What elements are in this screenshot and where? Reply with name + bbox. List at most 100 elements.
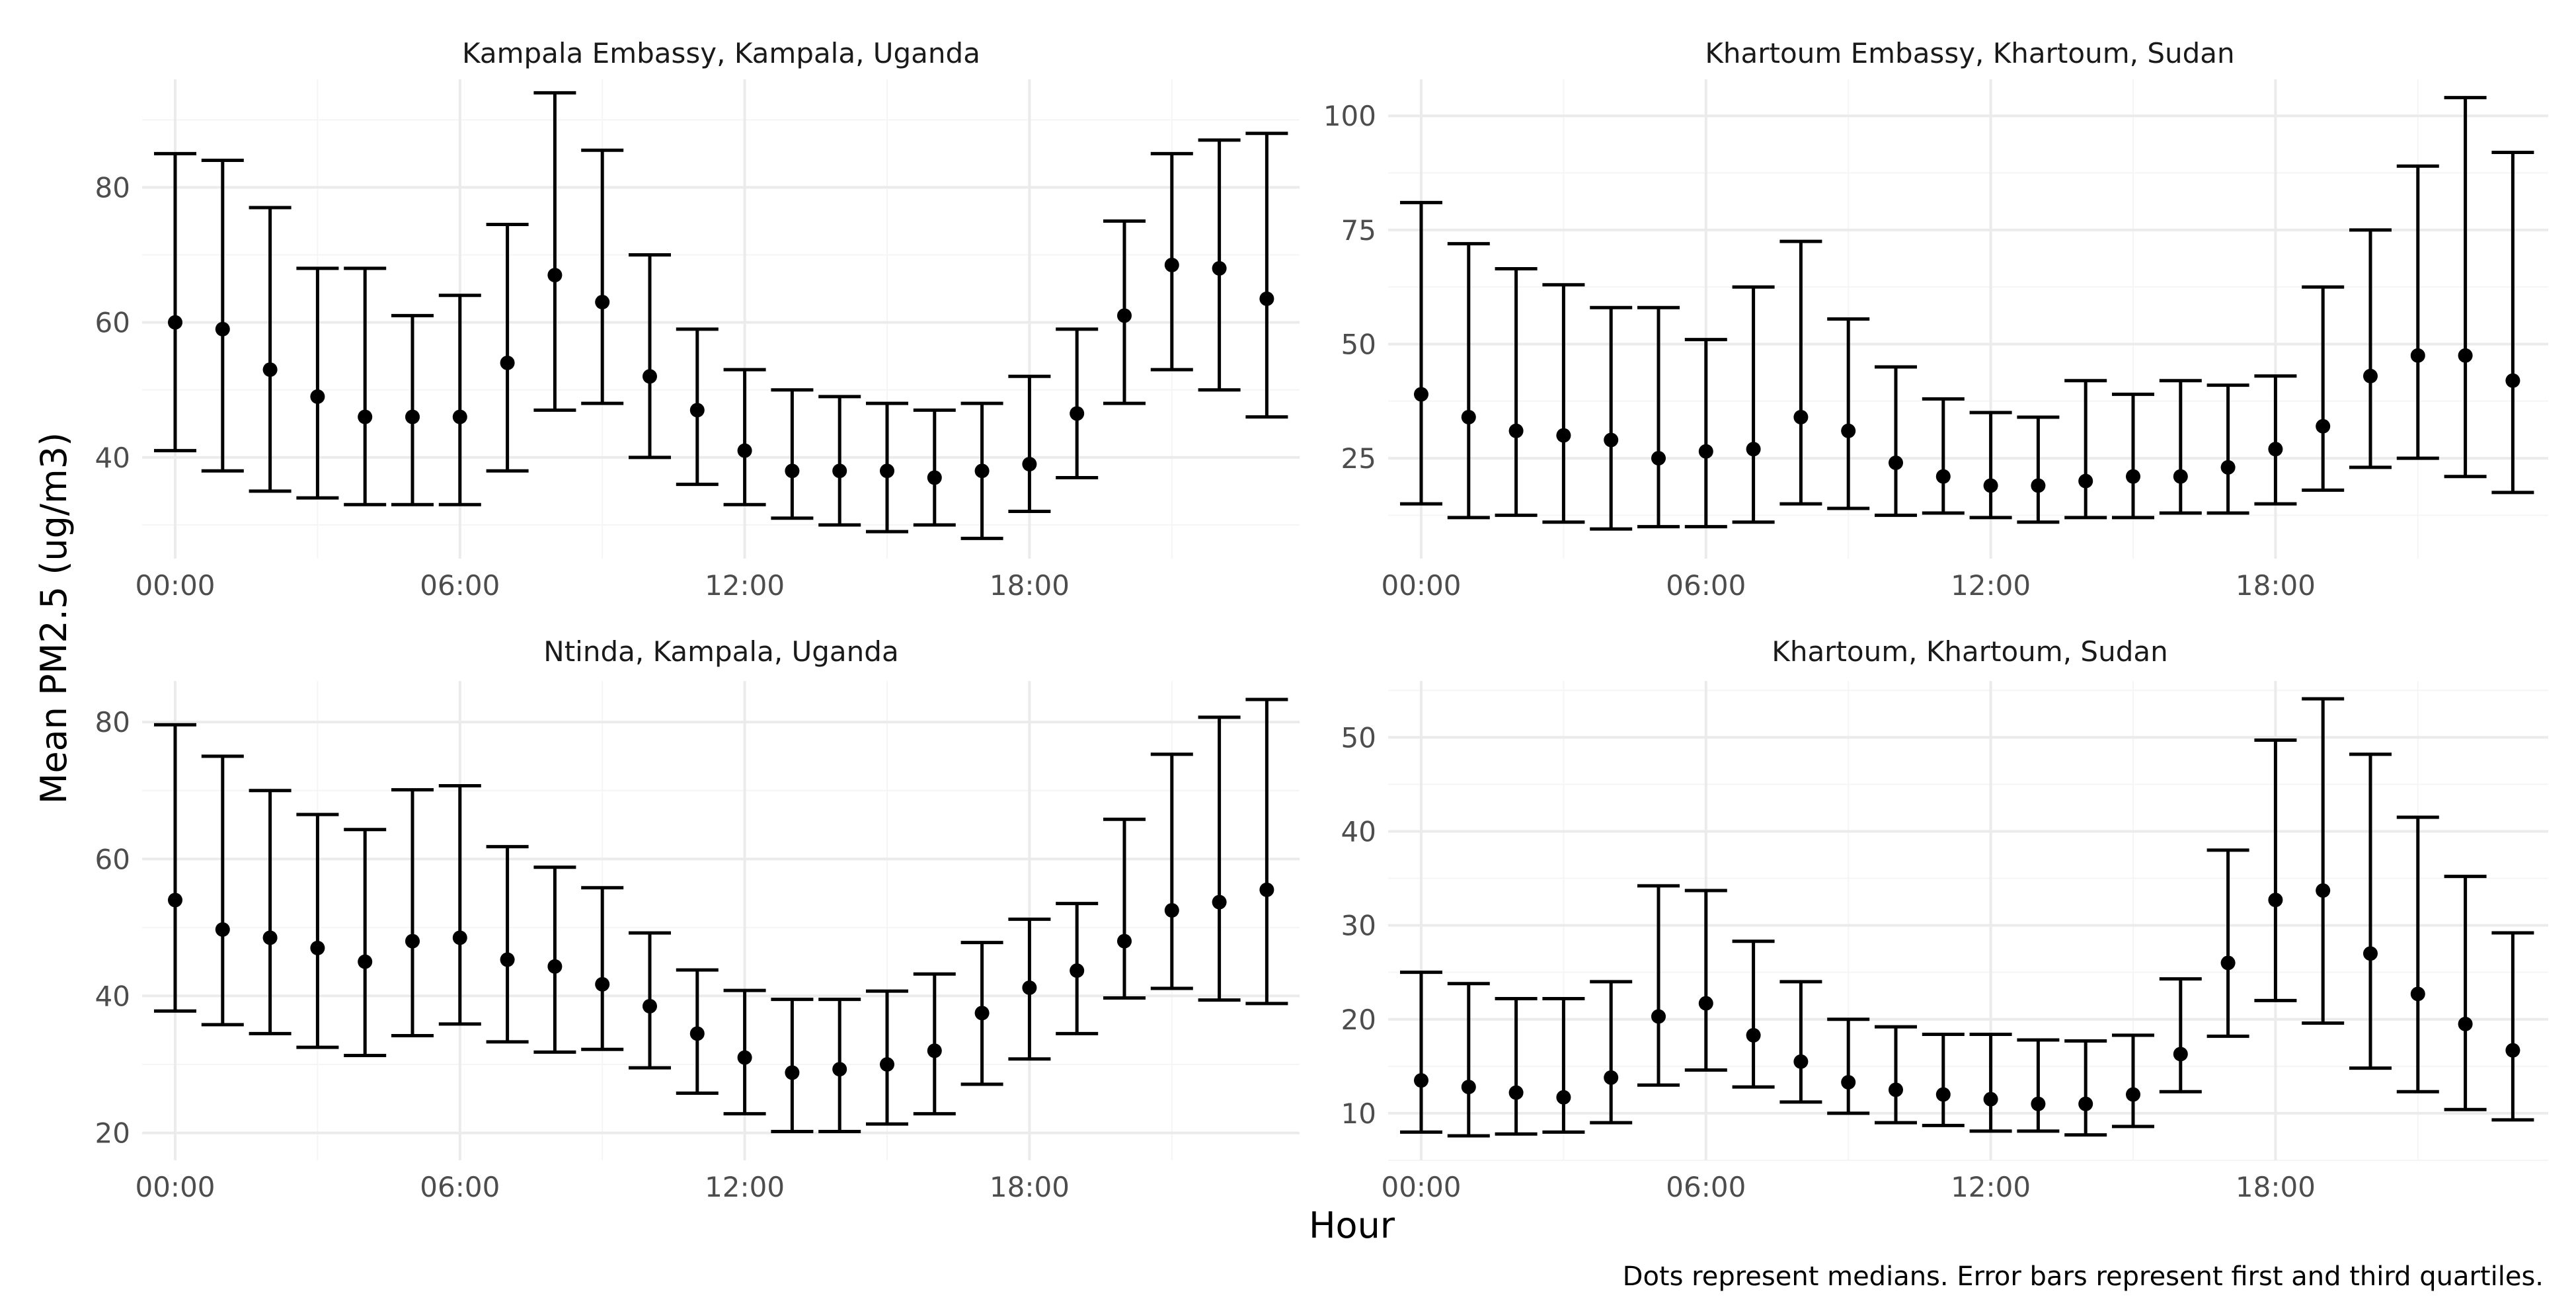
x-tick-label: 06:00 xyxy=(1666,569,1746,602)
error-bar xyxy=(2017,1038,2060,1133)
error-bar xyxy=(1103,817,1146,1000)
error-bar xyxy=(296,813,339,1049)
error-bar xyxy=(581,886,624,1051)
median-point xyxy=(1698,444,1713,459)
error-bar xyxy=(486,845,529,1044)
median-point xyxy=(1651,1009,1666,1024)
x-tick-label: 00:00 xyxy=(135,1171,215,1203)
median-point xyxy=(215,922,230,937)
median-point xyxy=(500,355,515,370)
error-bar xyxy=(2112,392,2154,520)
error-bar xyxy=(1056,327,1099,479)
median-point xyxy=(1935,1087,1951,1102)
median-point xyxy=(2505,1043,2520,1058)
y-tick-label: 80 xyxy=(95,171,130,204)
median-point xyxy=(1604,1070,1619,1085)
median-point xyxy=(2316,883,2331,898)
error-bar xyxy=(1969,411,2012,520)
error-bar xyxy=(201,754,244,1027)
error-bar xyxy=(344,266,387,506)
median-point xyxy=(1414,387,1428,402)
median-point xyxy=(1022,457,1037,472)
median-point xyxy=(2458,1016,2473,1031)
median-point xyxy=(2031,1096,2046,1111)
median-point xyxy=(880,1057,894,1072)
x-tick-label: 00:00 xyxy=(1381,569,1461,602)
error-bar xyxy=(1198,715,1241,1002)
median-point xyxy=(2126,469,2140,484)
error-bar xyxy=(913,408,956,527)
median-point xyxy=(547,268,563,283)
error-bar xyxy=(581,148,624,405)
median-point xyxy=(1508,423,1524,438)
error-bar xyxy=(1447,242,1490,520)
error-bar xyxy=(2491,931,2534,1122)
error-bar xyxy=(1922,1033,1965,1127)
error-bar xyxy=(2206,383,2249,515)
y-tick-label: 40 xyxy=(95,442,130,474)
median-point xyxy=(452,409,467,424)
median-point xyxy=(215,321,230,337)
error-bar xyxy=(2396,164,2439,460)
error-bar xyxy=(723,368,766,506)
median-point xyxy=(2220,459,2236,475)
median-point xyxy=(2458,348,2473,363)
x-tick-label: 06:00 xyxy=(1666,1171,1746,1203)
error-bar xyxy=(344,828,387,1058)
median-point xyxy=(2031,478,2046,493)
median-point xyxy=(1117,934,1132,949)
median-point xyxy=(927,470,942,485)
y-tick-label: 30 xyxy=(1341,910,1376,942)
median-point xyxy=(737,443,752,458)
error-bar xyxy=(1495,267,1538,517)
median-point xyxy=(1461,409,1476,424)
median-point xyxy=(1212,260,1227,276)
median-point xyxy=(1746,1027,1761,1043)
error-bar xyxy=(2396,815,2439,1094)
error-bar xyxy=(1637,305,1680,529)
median-point xyxy=(2126,1087,2140,1102)
error-bar xyxy=(1447,982,1490,1138)
median-point xyxy=(1556,1090,1571,1105)
error-bar xyxy=(1400,200,1442,506)
median-point xyxy=(452,930,467,945)
error-bar xyxy=(1637,884,1680,1087)
error-bar xyxy=(1008,374,1051,514)
error-bar xyxy=(201,159,244,473)
median-point xyxy=(2363,946,2378,961)
error-bar xyxy=(1542,283,1585,524)
median-point xyxy=(547,959,563,974)
median-point xyxy=(1793,409,1809,424)
error-bar xyxy=(533,91,576,412)
median-point xyxy=(1793,1054,1809,1069)
median-point xyxy=(1414,1073,1428,1088)
error-bar xyxy=(296,266,339,500)
y-tick-label: 100 xyxy=(1323,100,1376,132)
y-tick-label: 20 xyxy=(95,1117,130,1150)
median-point xyxy=(1604,432,1619,448)
error-bar xyxy=(2159,977,2202,1094)
median-point xyxy=(974,463,990,479)
median-point xyxy=(689,403,705,418)
median-point xyxy=(1983,1092,1998,1107)
x-tick-label: 12:00 xyxy=(705,569,785,602)
x-tick-label: 12:00 xyxy=(1951,1171,2031,1203)
median-point xyxy=(2505,373,2520,388)
error-bar xyxy=(818,395,861,527)
error-bar xyxy=(2064,379,2107,520)
median-point xyxy=(262,930,278,945)
x-tick-label: 18:00 xyxy=(2236,569,2316,602)
panel-title: Khartoum Embassy, Khartoum, Sudan xyxy=(1705,37,2234,69)
panel-kampala-embassy: Kampala Embassy, Kampala, Uganda 40 60 80 0… xyxy=(95,37,1300,602)
median-point xyxy=(2316,418,2331,434)
median-point xyxy=(310,389,325,404)
median-point xyxy=(2363,368,2378,383)
y-tick-label: 50 xyxy=(1341,721,1376,754)
x-tick-label: 18:00 xyxy=(2236,1171,2316,1203)
y-tick-label: 80 xyxy=(95,706,130,738)
caption: Dots represent medians. Error bars repre… xyxy=(1623,1261,2544,1292)
median-point xyxy=(2173,1047,2188,1062)
median-point xyxy=(1164,257,1179,272)
error-bar xyxy=(1779,980,1822,1104)
median-point xyxy=(310,940,325,955)
